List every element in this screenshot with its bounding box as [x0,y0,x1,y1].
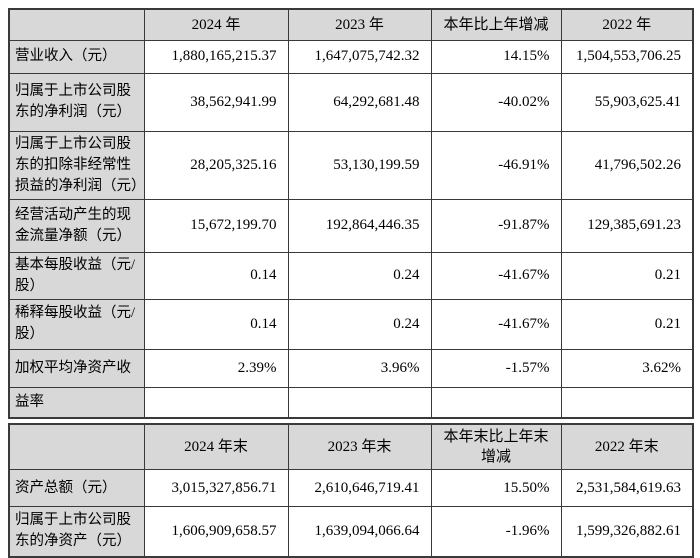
header-year-2024: 2024 年 [143,8,289,41]
table-row-operating-cash-flow: 经营活动产生的现金流量净额（元） 15,672,199.70 192,864,4… [8,198,694,253]
value-cell: 64,292,681.48 [287,72,432,132]
value-cell: 15,672,199.70 [143,198,289,253]
value-cell [287,386,432,419]
year-end-data-table: 2024 年末 2023 年末 本年末比上年末增减 2022 年末 资产总额（元… [8,423,694,558]
value-cell: -1.96% [430,506,562,557]
value-cell: -46.91% [430,130,562,200]
value-cell: 1,504,553,706.25 [560,39,694,74]
row-label: 稀释每股收益（元/股） [8,298,145,350]
row-label: 基本每股收益（元/股） [8,251,145,300]
header-year-2022: 2022 年 [560,8,694,41]
row-label: 营业收入（元） [8,39,145,74]
value-cell: 1,639,094,066.64 [287,506,432,557]
header-yoy-change: 本年比上年增减 [430,8,562,41]
row-label: 经营活动产生的现金流量净额（元） [8,198,145,253]
value-cell: 55,903,625.41 [560,72,694,132]
table-row-total-assets: 资产总额（元） 3,015,327,856.71 2,610,646,719.4… [8,469,694,507]
table-row-revenue: 营业收入（元） 1,880,165,215.37 1,647,075,742.3… [8,39,694,74]
value-cell: -91.87% [430,198,562,253]
row-label: 加权平均净资产收 [8,348,145,388]
value-cell: -1.57% [430,348,562,388]
value-cell: 1,647,075,742.32 [287,39,432,74]
value-cell: 129,385,691.23 [560,198,694,253]
value-cell: 0.24 [287,251,432,300]
row-label: 归属于上市公司股东的净利润（元） [8,72,145,132]
value-cell: 0.14 [143,251,289,300]
year-end-header-row: 2024 年末 2023 年末 本年末比上年末增减 2022 年末 [8,423,694,470]
value-cell: 0.21 [560,251,694,300]
value-cell: 14.15% [430,39,562,74]
value-cell: 1,599,326,882.61 [560,506,694,557]
header-empty-cell [8,8,145,41]
header-year-2023: 2023 年 [287,8,432,41]
value-cell: -41.67% [430,298,562,350]
value-cell: 0.24 [287,298,432,350]
row-label: 资产总额（元） [8,469,145,507]
value-cell: 15.50% [430,469,562,507]
value-cell: 53,130,199.59 [287,130,432,200]
row-label: 益率 [8,386,145,419]
value-cell [143,386,289,419]
annual-data-table: 2024 年 2023 年 本年比上年增减 2022 年 营业收入（元） 1,8… [8,8,694,419]
header-end-2023: 2023 年末 [287,423,432,470]
value-cell: 3.96% [287,348,432,388]
value-cell: 3,015,327,856.71 [143,469,289,507]
row-label: 归属于上市公司股东的扣除非经常性损益的净利润（元） [8,130,145,200]
value-cell: 1,606,909,658.57 [143,506,289,557]
header-end-2022: 2022 年末 [560,423,694,470]
value-cell: 2,531,584,619.63 [560,469,694,507]
value-cell: -41.67% [430,251,562,300]
value-cell: 3.62% [560,348,694,388]
value-cell: -40.02% [430,72,562,132]
row-label: 归属于上市公司股东的净资产（元） [8,506,145,557]
value-cell: 41,796,502.26 [560,130,694,200]
table-row-diluted-eps: 稀释每股收益（元/股） 0.14 0.24 -41.67% 0.21 [8,298,694,350]
value-cell: 1,880,165,215.37 [143,39,289,74]
table-row-net-assets: 归属于上市公司股东的净资产（元） 1,606,909,658.57 1,639,… [8,506,694,557]
table-row-deducted-net-profit: 归属于上市公司股东的扣除非经常性损益的净利润（元） 28,205,325.16 … [8,130,694,200]
value-cell: 28,205,325.16 [143,130,289,200]
value-cell [430,386,562,419]
header-empty-cell [8,423,145,470]
table-row-net-profit: 归属于上市公司股东的净利润（元） 38,562,941.99 64,292,68… [8,72,694,132]
annual-header-row: 2024 年 2023 年 本年比上年增减 2022 年 [8,8,694,41]
header-year-end-change: 本年末比上年末增减 [430,423,562,470]
value-cell: 192,864,446.35 [287,198,432,253]
value-cell: 38,562,941.99 [143,72,289,132]
table-row-basic-eps: 基本每股收益（元/股） 0.14 0.24 -41.67% 0.21 [8,251,694,300]
table-row-weighted-avg-roe: 加权平均净资产收 2.39% 3.96% -1.57% 3.62% [8,348,694,388]
value-cell: 2.39% [143,348,289,388]
header-end-2024: 2024 年末 [143,423,289,470]
table-row-roe-label-overflow: 益率 [8,386,694,419]
value-cell: 2,610,646,719.41 [287,469,432,507]
value-cell [560,386,694,419]
value-cell: 0.14 [143,298,289,350]
value-cell: 0.21 [560,298,694,350]
